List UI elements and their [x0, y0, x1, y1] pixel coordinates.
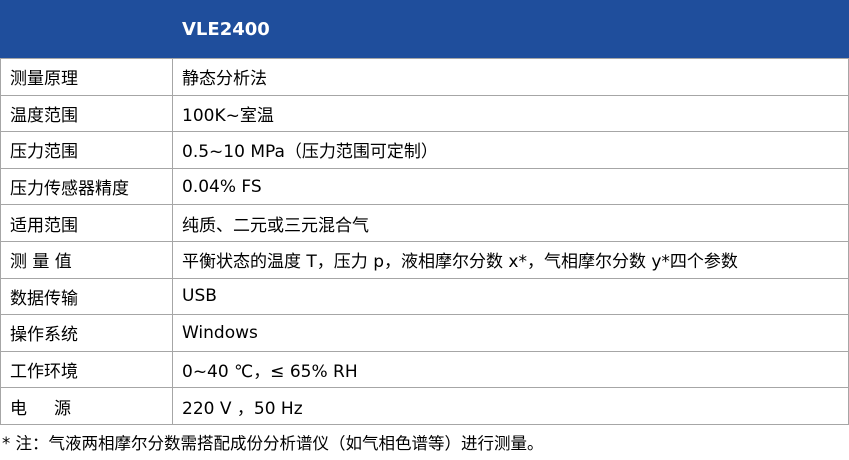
table-row: 工作环境 0~40 ℃，≤ 65% RH: [0, 350, 849, 389]
row-label: 电 源: [0, 387, 173, 425]
header-row: VLE2400: [0, 0, 849, 59]
header-title: VLE2400: [172, 0, 849, 59]
row-label: 压力传感器精度: [0, 167, 173, 206]
table-row: 压力传感器精度 0.04% FS: [0, 167, 849, 206]
row-value: 0~40 ℃，≤ 65% RH: [172, 350, 849, 389]
table-row: 测 量 值平衡状态的温度 T，压力 p，液相摩尔分数 x*，气相摩尔分数 y*四…: [0, 240, 849, 279]
row-label: 数据传输: [0, 277, 173, 316]
row-label: 压力范围: [0, 131, 173, 169]
header-cell: [0, 0, 173, 59]
spec-table: VLE2400 测量原理 静态分析法 温度范围 100K~室温 压力范围 0.5~10 M…: [0, 0, 849, 425]
table-row: 温度范围 100K~室温: [0, 94, 849, 133]
footnote: * 注：气液两相摩尔分数需搭配成份分析谱仪（如气相色谱等）进行测量。: [2, 433, 544, 453]
row-value: 0.5~10 MPa（压力范围可定制）: [172, 131, 849, 169]
row-value: Windows: [172, 314, 849, 352]
row-label: 适用范围: [0, 204, 173, 242]
row-value: 220 V ，50 Hz: [172, 387, 849, 425]
row-label: 操作系统: [0, 314, 173, 352]
table-row: 适用范围 纯质、二元或三元混合气: [0, 204, 849, 242]
row-value: 纯质、二元或三元混合气: [172, 204, 849, 242]
table-row: 电 源 220 V ，50 Hz: [0, 387, 849, 425]
row-value: 静态分析法: [172, 58, 849, 96]
row-value: USB: [172, 277, 849, 316]
table-row: 数据传输 USB: [0, 277, 849, 316]
table-row: 压力范围 0.5~10 MPa（压力范围可定制）: [0, 131, 849, 169]
row-value: 0.04% FS: [172, 167, 849, 206]
table-row: 测量原理 静态分析法: [0, 58, 849, 96]
row-label: 测量原理: [0, 58, 173, 96]
table-row: 操作系统 Windows: [0, 314, 849, 352]
row-value: 平衡状态的温度 T，压力 p，液相摩尔分数 x*，气相摩尔分数 y*四个参数: [172, 240, 849, 279]
row-label: 温度范围: [0, 94, 173, 133]
row-value: 100K~室温: [172, 94, 849, 133]
row-label: 测 量 值: [0, 240, 173, 279]
row-label: 工作环境: [0, 350, 173, 389]
